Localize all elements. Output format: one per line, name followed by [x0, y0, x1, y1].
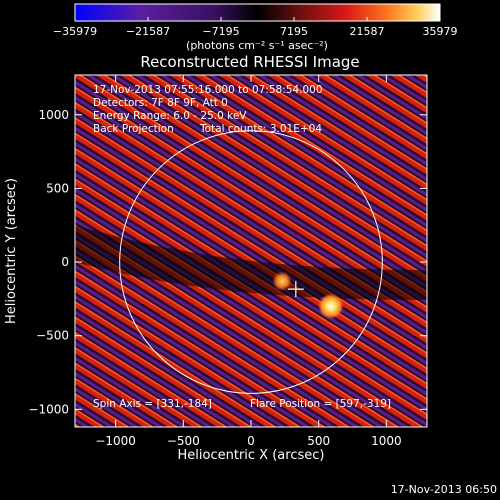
annotation-time-range: 17-Nov-2013 07:55:16.000 to 07:58:54.000	[93, 84, 323, 96]
colorbar-tick-label: 21587	[349, 25, 384, 38]
y-axis-label: Heliocentric Y (arcsec)	[4, 178, 19, 324]
dark-band	[75, 225, 427, 300]
y-tick-label: −500	[36, 329, 69, 343]
colorbar-tick-label: −35979	[53, 25, 97, 38]
annotation-spin-axis: Spin Axis = [331,-184]	[93, 398, 212, 410]
colorbar-tick-label: 7195	[280, 25, 308, 38]
solar-limb	[119, 130, 383, 394]
y-tick-label: −1000	[28, 402, 69, 416]
colorbar-tick-label: 35979	[423, 25, 458, 38]
colorbar-tick-label: −21587	[126, 25, 170, 38]
plot-area: −1000 −500 0 500 1000 −1000 −500 0 500 1000	[28, 74, 428, 448]
colorbar-units: (photons cm⁻² s⁻¹ asec⁻²)	[186, 39, 328, 52]
colorbar-tick-label: −7195	[202, 25, 239, 38]
x-tick-label: 1000	[371, 434, 402, 448]
annotation-energy-range: Energy Range: 6.0 - 25.0 keV	[93, 110, 247, 122]
chart-title: Reconstructed RHESSI Image	[140, 53, 359, 71]
y-tick-label: 1000	[38, 108, 69, 122]
footer-timestamp: 17-Nov-2013 06:50	[391, 483, 497, 496]
annotation-method: Back Projection	[93, 123, 174, 135]
x-tick-label: −500	[167, 434, 200, 448]
bright-source-high	[272, 271, 293, 292]
x-axis-label: Heliocentric X (arcsec)	[178, 448, 325, 463]
annotation-flare-position: Flare Position = [597,-319]	[250, 398, 391, 410]
x-tick-label: 0	[247, 434, 255, 448]
y-tick-label: 500	[46, 181, 69, 195]
x-tick-label: −1000	[95, 434, 136, 448]
axis-ticks: −1000 −500 0 500 1000 −1000 −500 0 500 1000	[28, 75, 427, 448]
bright-source-max	[317, 293, 344, 320]
spin-axis-marker	[287, 281, 304, 298]
annotation-total-counts: Total counts: 3.01E+04	[199, 123, 322, 135]
x-tick-label: 500	[307, 434, 330, 448]
colorbar: −35979 −21587 −7195 7195 21587 35979 (photons…	[53, 3, 458, 52]
y-tick-label: 0	[61, 255, 69, 269]
colorbar-gradient	[75, 4, 440, 21]
annotation-detectors: Detectors: 7F 8F 9F, Att 0	[93, 97, 228, 109]
